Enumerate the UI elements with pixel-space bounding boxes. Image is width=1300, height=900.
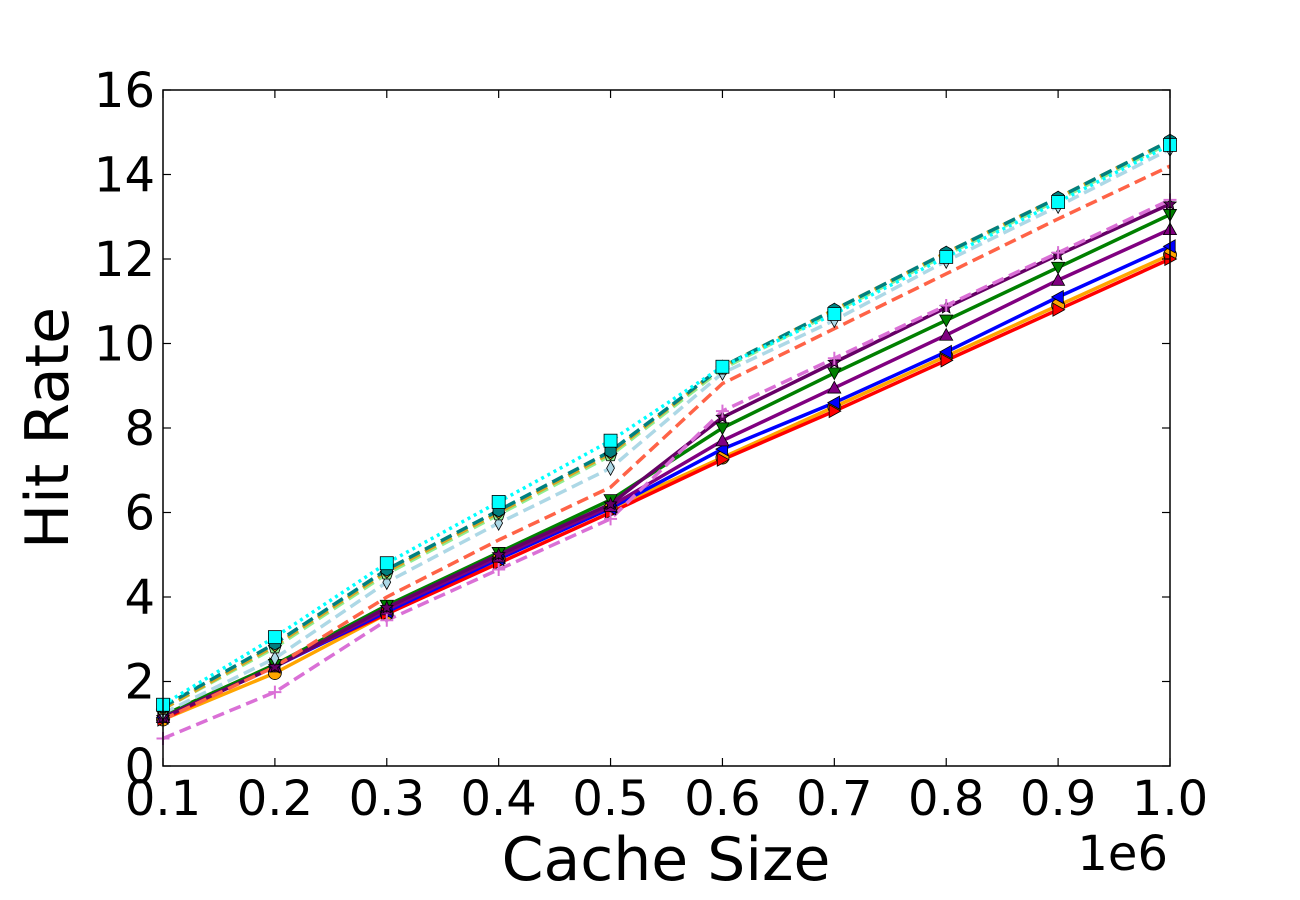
data-point-s2-9 <box>1052 302 1066 317</box>
x-tick-label: 0.5 <box>572 771 648 827</box>
y-axis-label: Hit Rate <box>13 307 83 549</box>
data-point-s4-7 <box>827 380 842 394</box>
data-point-s9-5 <box>606 460 615 477</box>
series-layer <box>163 139 1170 741</box>
data-point-s6-3 <box>379 600 394 614</box>
series-line-6 <box>163 202 1170 719</box>
data-point-s13-3 <box>379 556 394 571</box>
data-point-s4-6 <box>715 433 730 447</box>
data-point-s7-9 <box>1051 246 1065 260</box>
plot-frame <box>162 89 1171 767</box>
x-offset-text: 1e6 <box>1077 826 1168 882</box>
y-tick-label: 4 <box>124 570 155 626</box>
data-point-s5-8 <box>939 314 954 328</box>
y-tick-label: 0 <box>124 739 155 795</box>
data-point-s4-8 <box>939 327 954 341</box>
y-tick-label: 8 <box>124 401 155 457</box>
data-point-s9-3 <box>382 574 392 591</box>
data-point-s13-9 <box>1051 195 1066 209</box>
y-tick-label: 14 <box>94 148 155 204</box>
y-tick-label: 16 <box>94 63 155 119</box>
y-tick-label: 6 <box>124 486 155 542</box>
data-point-s12-5 <box>604 444 617 459</box>
data-point-s13-6 <box>715 359 730 374</box>
data-point-s7-2 <box>268 685 282 699</box>
data-point-s7-4 <box>492 563 506 577</box>
data-point-s3-7 <box>827 395 840 410</box>
x-tick-label: 0.8 <box>908 771 984 827</box>
data-point-s7-7 <box>827 351 841 365</box>
data-point-s13-8 <box>939 249 954 264</box>
data-point-s5-7 <box>827 367 842 381</box>
data-point-s3-9 <box>1050 289 1064 305</box>
series-line-10 <box>163 141 1170 711</box>
data-point-s7-3 <box>380 613 394 627</box>
x-tick-label: 0.7 <box>796 771 872 827</box>
x-tick-label: 0.3 <box>349 771 425 827</box>
x-axis-label: Cache Size <box>502 825 831 895</box>
series-line-9 <box>163 147 1170 715</box>
data-point-s7-8 <box>939 298 953 312</box>
x-tick-label: 0.6 <box>684 771 760 827</box>
data-point-s13-7 <box>827 307 842 321</box>
data-point-s2-8 <box>940 353 954 368</box>
data-point-s13-4 <box>491 495 506 509</box>
data-point-s7-5 <box>604 512 618 526</box>
data-point-s13-2 <box>267 630 282 645</box>
series-line-8 <box>163 164 1170 722</box>
series-line-1 <box>163 253 1170 722</box>
data-point-s6-4 <box>491 547 506 561</box>
data-point-s13-5 <box>603 433 618 448</box>
data-point-s7-6 <box>715 404 729 418</box>
data-point-s9-2 <box>270 650 280 667</box>
y-tick-label: 2 <box>124 655 155 711</box>
y-tick-label: 10 <box>94 317 155 373</box>
data-point-s6-5 <box>603 496 618 511</box>
tick-layer: 0.1 0.2 0.3 0.4 0.5 0.6 0.7 0.8 0.9 1.0 0 2 4 6 8 10 12 1… <box>94 63 1208 827</box>
x-tick-label: 0.4 <box>460 771 536 827</box>
data-point-s4-9 <box>1050 272 1066 286</box>
x-tick-label: 0.9 <box>1020 771 1096 827</box>
data-point-s2-6 <box>716 452 730 467</box>
data-point-s5-6 <box>715 422 730 436</box>
y-tick-label: 12 <box>94 232 155 288</box>
data-point-s5-9 <box>1050 261 1066 275</box>
x-tick-label: 0.2 <box>237 771 313 827</box>
series-line-13 <box>163 143 1170 707</box>
data-point-s3-8 <box>938 344 952 360</box>
x-tick-label: 0.1 <box>125 771 201 827</box>
series-line-7 <box>163 198 1170 741</box>
x-tick-label: 1.0 <box>1132 771 1208 827</box>
data-point-s2-7 <box>828 403 842 419</box>
series-line-12 <box>163 139 1170 709</box>
